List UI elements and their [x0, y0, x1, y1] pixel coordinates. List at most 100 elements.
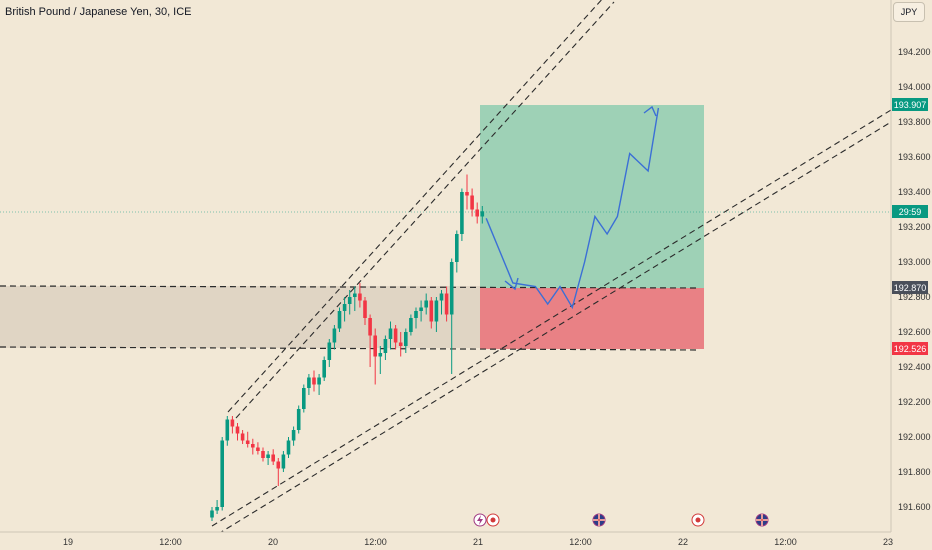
- candle-body: [388, 328, 393, 339]
- lightning-event-icon[interactable]: [473, 513, 487, 527]
- x-tick-label: 12:00: [364, 537, 387, 547]
- candle-body: [296, 409, 301, 430]
- channel-upper: [227, 0, 615, 419]
- candle: [245, 431, 250, 448]
- x-tick-label: 19: [63, 537, 73, 547]
- candle: [449, 258, 454, 374]
- candle-body: [419, 307, 423, 311]
- candle: [220, 437, 224, 511]
- candle: [312, 370, 316, 392]
- candle-body: [404, 332, 408, 346]
- entry-price-tag: 192.870: [892, 281, 928, 294]
- candle-body: [225, 419, 230, 441]
- candle: [251, 438, 255, 455]
- stop-price-tag: 192.526: [892, 342, 928, 355]
- y-tick-label: 191.800: [898, 467, 931, 477]
- candle-body: [470, 195, 474, 210]
- support-zone: [0, 286, 480, 348]
- candle-body: [322, 360, 326, 378]
- candle: [439, 290, 444, 315]
- candle: [276, 458, 281, 486]
- uk-flag-event-icon[interactable]: [592, 513, 606, 527]
- event-markers[interactable]: [473, 513, 769, 527]
- candle-body: [455, 234, 459, 262]
- candle-body: [281, 454, 286, 469]
- candles: [210, 174, 485, 521]
- x-tick-label: 12:00: [159, 537, 182, 547]
- candle-body: [235, 426, 240, 434]
- y-tick-label: 192.600: [898, 327, 931, 337]
- price-tags: 193.907 29:59 192.870 192.526: [892, 98, 928, 355]
- candle-body: [434, 300, 439, 322]
- candle-body: [409, 318, 413, 332]
- candle: [409, 314, 413, 336]
- x-tick-label: 22: [678, 537, 688, 547]
- candle: [342, 297, 347, 322]
- candle: [383, 335, 388, 360]
- projection-arrowhead-up: [643, 105, 657, 117]
- candle: [424, 293, 428, 315]
- candle: [302, 384, 306, 413]
- plot-area: [0, 0, 891, 532]
- y-tick-label: 192.400: [898, 362, 931, 372]
- projection-path: [485, 107, 660, 310]
- candle: [434, 297, 439, 332]
- candle-body: [353, 293, 357, 297]
- y-tick-label: 193.000: [898, 257, 931, 267]
- currency-button[interactable]: JPY: [893, 2, 925, 22]
- candle: [327, 339, 332, 367]
- candle: [286, 437, 291, 458]
- candle: [373, 328, 377, 385]
- candle: [480, 206, 485, 224]
- red-event-icon[interactable]: [691, 513, 705, 527]
- stop-zone: [480, 288, 704, 349]
- candle: [271, 449, 275, 465]
- current-price-tag: 29:59: [892, 205, 928, 218]
- candle-body: [424, 300, 428, 308]
- candle-body: [266, 454, 270, 458]
- candle: [210, 507, 214, 521]
- entry-price-text: 192.870: [894, 283, 927, 293]
- candle-body: [291, 430, 296, 441]
- target-price-tag: 193.907: [892, 98, 928, 111]
- candle-body: [480, 211, 485, 217]
- candle: [353, 286, 357, 311]
- red-event-icon[interactable]: [486, 513, 500, 527]
- candle-body: [373, 335, 377, 357]
- price-axis[interactable]: 191.600 191.800 192.000 192.200 192.400 192.6…: [898, 47, 931, 512]
- uk-flag-event-icon[interactable]: [755, 513, 769, 527]
- candle: [363, 297, 367, 325]
- candle: [317, 374, 321, 395]
- candle: [388, 321, 393, 350]
- candle: [281, 451, 286, 472]
- candle: [266, 451, 270, 465]
- candle-body: [368, 318, 372, 336]
- candle-body: [286, 440, 291, 455]
- y-tick-label: 191.600: [898, 502, 931, 512]
- candle-body: [210, 510, 214, 518]
- candle-body: [383, 339, 388, 353]
- candle-body: [414, 311, 418, 318]
- candle-body: [251, 444, 255, 448]
- chart-title: British Pound / Japanese Yen, 30, ICE: [5, 6, 192, 18]
- time-axis[interactable]: 19 12:00 20 12:00 21 12:00 22 12:00 23: [63, 537, 893, 547]
- candle-body: [307, 377, 311, 388]
- candle: [261, 447, 265, 462]
- target-price-text: 193.907: [894, 100, 927, 110]
- candle-body: [245, 440, 250, 444]
- candle: [475, 202, 479, 224]
- candle: [215, 500, 219, 514]
- candle-body: [261, 451, 265, 458]
- candle-body: [337, 311, 342, 329]
- candle: [235, 423, 240, 441]
- candle: [393, 325, 398, 350]
- candle: [347, 290, 352, 315]
- candle: [419, 300, 423, 322]
- candle-body: [347, 297, 352, 304]
- y-tick-label: 192.800: [898, 292, 931, 302]
- countdown-text: 29:59: [899, 207, 922, 217]
- y-tick-label: 192.200: [898, 397, 931, 407]
- y-tick-label: 194.200: [898, 47, 931, 57]
